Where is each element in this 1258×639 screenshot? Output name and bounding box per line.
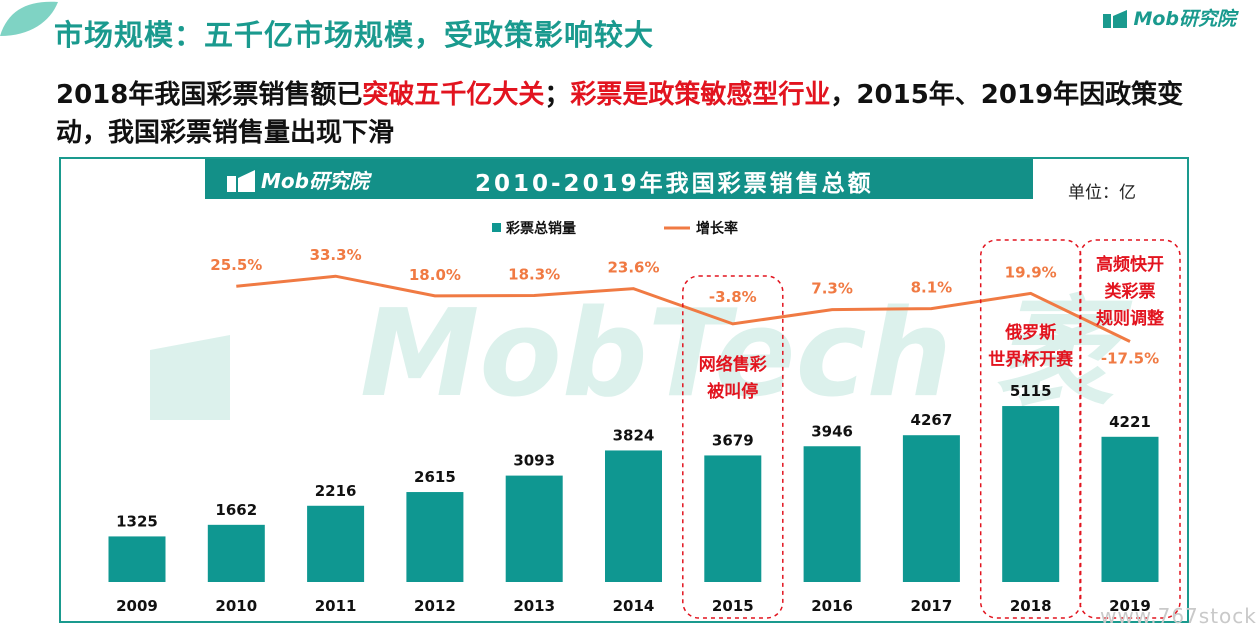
bar-value-label: 3679 — [712, 431, 754, 449]
annotation-text: 规则调整 — [1096, 308, 1164, 329]
subtitle-highlight: 突破五千亿大关 — [362, 80, 545, 110]
x-tick-label: 2014 — [613, 597, 655, 615]
bar-2015 — [704, 455, 762, 582]
legend-bar-label: 彩票总销量 — [505, 220, 576, 237]
growth-rate-label: -17.5% — [1101, 349, 1159, 367]
x-tick-label: 2012 — [414, 597, 456, 615]
growth-rate-label: 19.9% — [1005, 263, 1057, 281]
bar-2009 — [108, 536, 166, 582]
growth-rate-label: 7.3% — [811, 280, 853, 298]
bar-value-label: 3093 — [513, 452, 555, 470]
growth-rate-label: -3.8% — [709, 288, 757, 306]
legend-bar-swatch — [492, 223, 501, 232]
growth-rate-label: 23.6% — [607, 259, 659, 277]
watermark-text: MobTech 袤 — [360, 285, 1133, 424]
subtitle: 2018年我国彩票销售额已突破五千亿大关；彩票是政策敏感型行业，2015年、20… — [56, 76, 1216, 152]
chart-header-brand: Mob研究院 — [261, 169, 369, 193]
bar-value-label: 4221 — [1109, 413, 1151, 431]
bar-value-label: 2216 — [315, 482, 357, 500]
x-tick-label: 2017 — [911, 597, 953, 615]
annotation-text: 被叫停 — [707, 381, 758, 402]
chart-frame — [59, 157, 1189, 623]
growth-rate-label: 18.0% — [409, 266, 461, 284]
highlight-box-2015 — [682, 275, 784, 619]
subtitle-part: ； — [544, 80, 571, 110]
bar-2018 — [1002, 406, 1060, 582]
x-tick-label: 2019 — [1109, 597, 1151, 615]
highlight-box-2019 — [1079, 239, 1181, 619]
bar-2019 — [1101, 436, 1159, 582]
bar-value-label: 3824 — [613, 426, 655, 444]
x-tick-label: 2013 — [513, 597, 555, 615]
subtitle-part: 2018年我国彩票销售额已 — [56, 80, 363, 110]
bar-2012 — [406, 492, 464, 582]
growth-rate-label: 18.3% — [508, 265, 560, 283]
annotation-text: 俄罗斯 — [1004, 322, 1056, 343]
bar-value-label: 1325 — [116, 512, 158, 530]
chart-header-banner: Mob研究院 2010-2019年我国彩票销售总额 — [205, 159, 1033, 199]
bar-2014 — [605, 450, 662, 582]
annotation-text: 类彩票 — [1105, 281, 1156, 302]
bar-2010 — [207, 524, 265, 582]
bar-2017 — [902, 435, 960, 582]
x-tick-label: 2011 — [315, 597, 357, 615]
legend-line-label: 增长率 — [696, 220, 738, 237]
site-watermark: www.767stock.com — [1100, 604, 1258, 628]
annotation-text: 高频快开 — [1096, 254, 1164, 275]
growth-rate-label: 33.3% — [310, 246, 362, 264]
brand-logo: Mob研究院 — [1103, 4, 1236, 31]
unit-label: 单位：亿 — [1068, 183, 1136, 203]
subtitle-highlight: 彩票是政策敏感型行业 — [570, 80, 831, 110]
watermark-mark — [150, 335, 230, 420]
bar-value-label: 1662 — [215, 501, 257, 519]
x-tick-label: 2016 — [811, 597, 853, 615]
page-title: 市场规模：五千亿市场规模，受政策影响较大 — [54, 18, 655, 52]
brand-mark-icon — [227, 169, 255, 192]
corner-decoration — [0, 1, 58, 36]
bar-value-label: 4267 — [911, 411, 953, 429]
x-tick-label: 2018 — [1010, 597, 1052, 615]
chart-title: 2010-2019年我国彩票销售总额 — [475, 171, 874, 197]
x-tick-label: 2010 — [215, 597, 257, 615]
growth-rate-label: 8.1% — [911, 279, 953, 297]
bar-2011 — [307, 505, 365, 582]
chart-header-logo: Mob研究院 — [227, 165, 369, 194]
brand-mark-icon — [1103, 9, 1128, 28]
x-tick-label: 2009 — [116, 597, 158, 615]
growth-rate-label: 25.5% — [210, 256, 262, 274]
annotation-text: 世界杯开赛 — [988, 349, 1074, 370]
x-tick-label: 2015 — [712, 597, 754, 615]
subtitle-part: ，2015年、2019年因政策变动，我国彩票销售量出现下滑 — [56, 80, 1184, 148]
bar-2016 — [803, 446, 861, 582]
brand-name: Mob研究院 — [1133, 8, 1236, 30]
bar-value-label: 2615 — [414, 468, 456, 486]
bar-value-label: 5115 — [1010, 382, 1052, 400]
bar-value-label: 3946 — [811, 422, 853, 440]
bar-2013 — [505, 475, 563, 582]
annotation-text: 网络售彩 — [699, 354, 767, 375]
